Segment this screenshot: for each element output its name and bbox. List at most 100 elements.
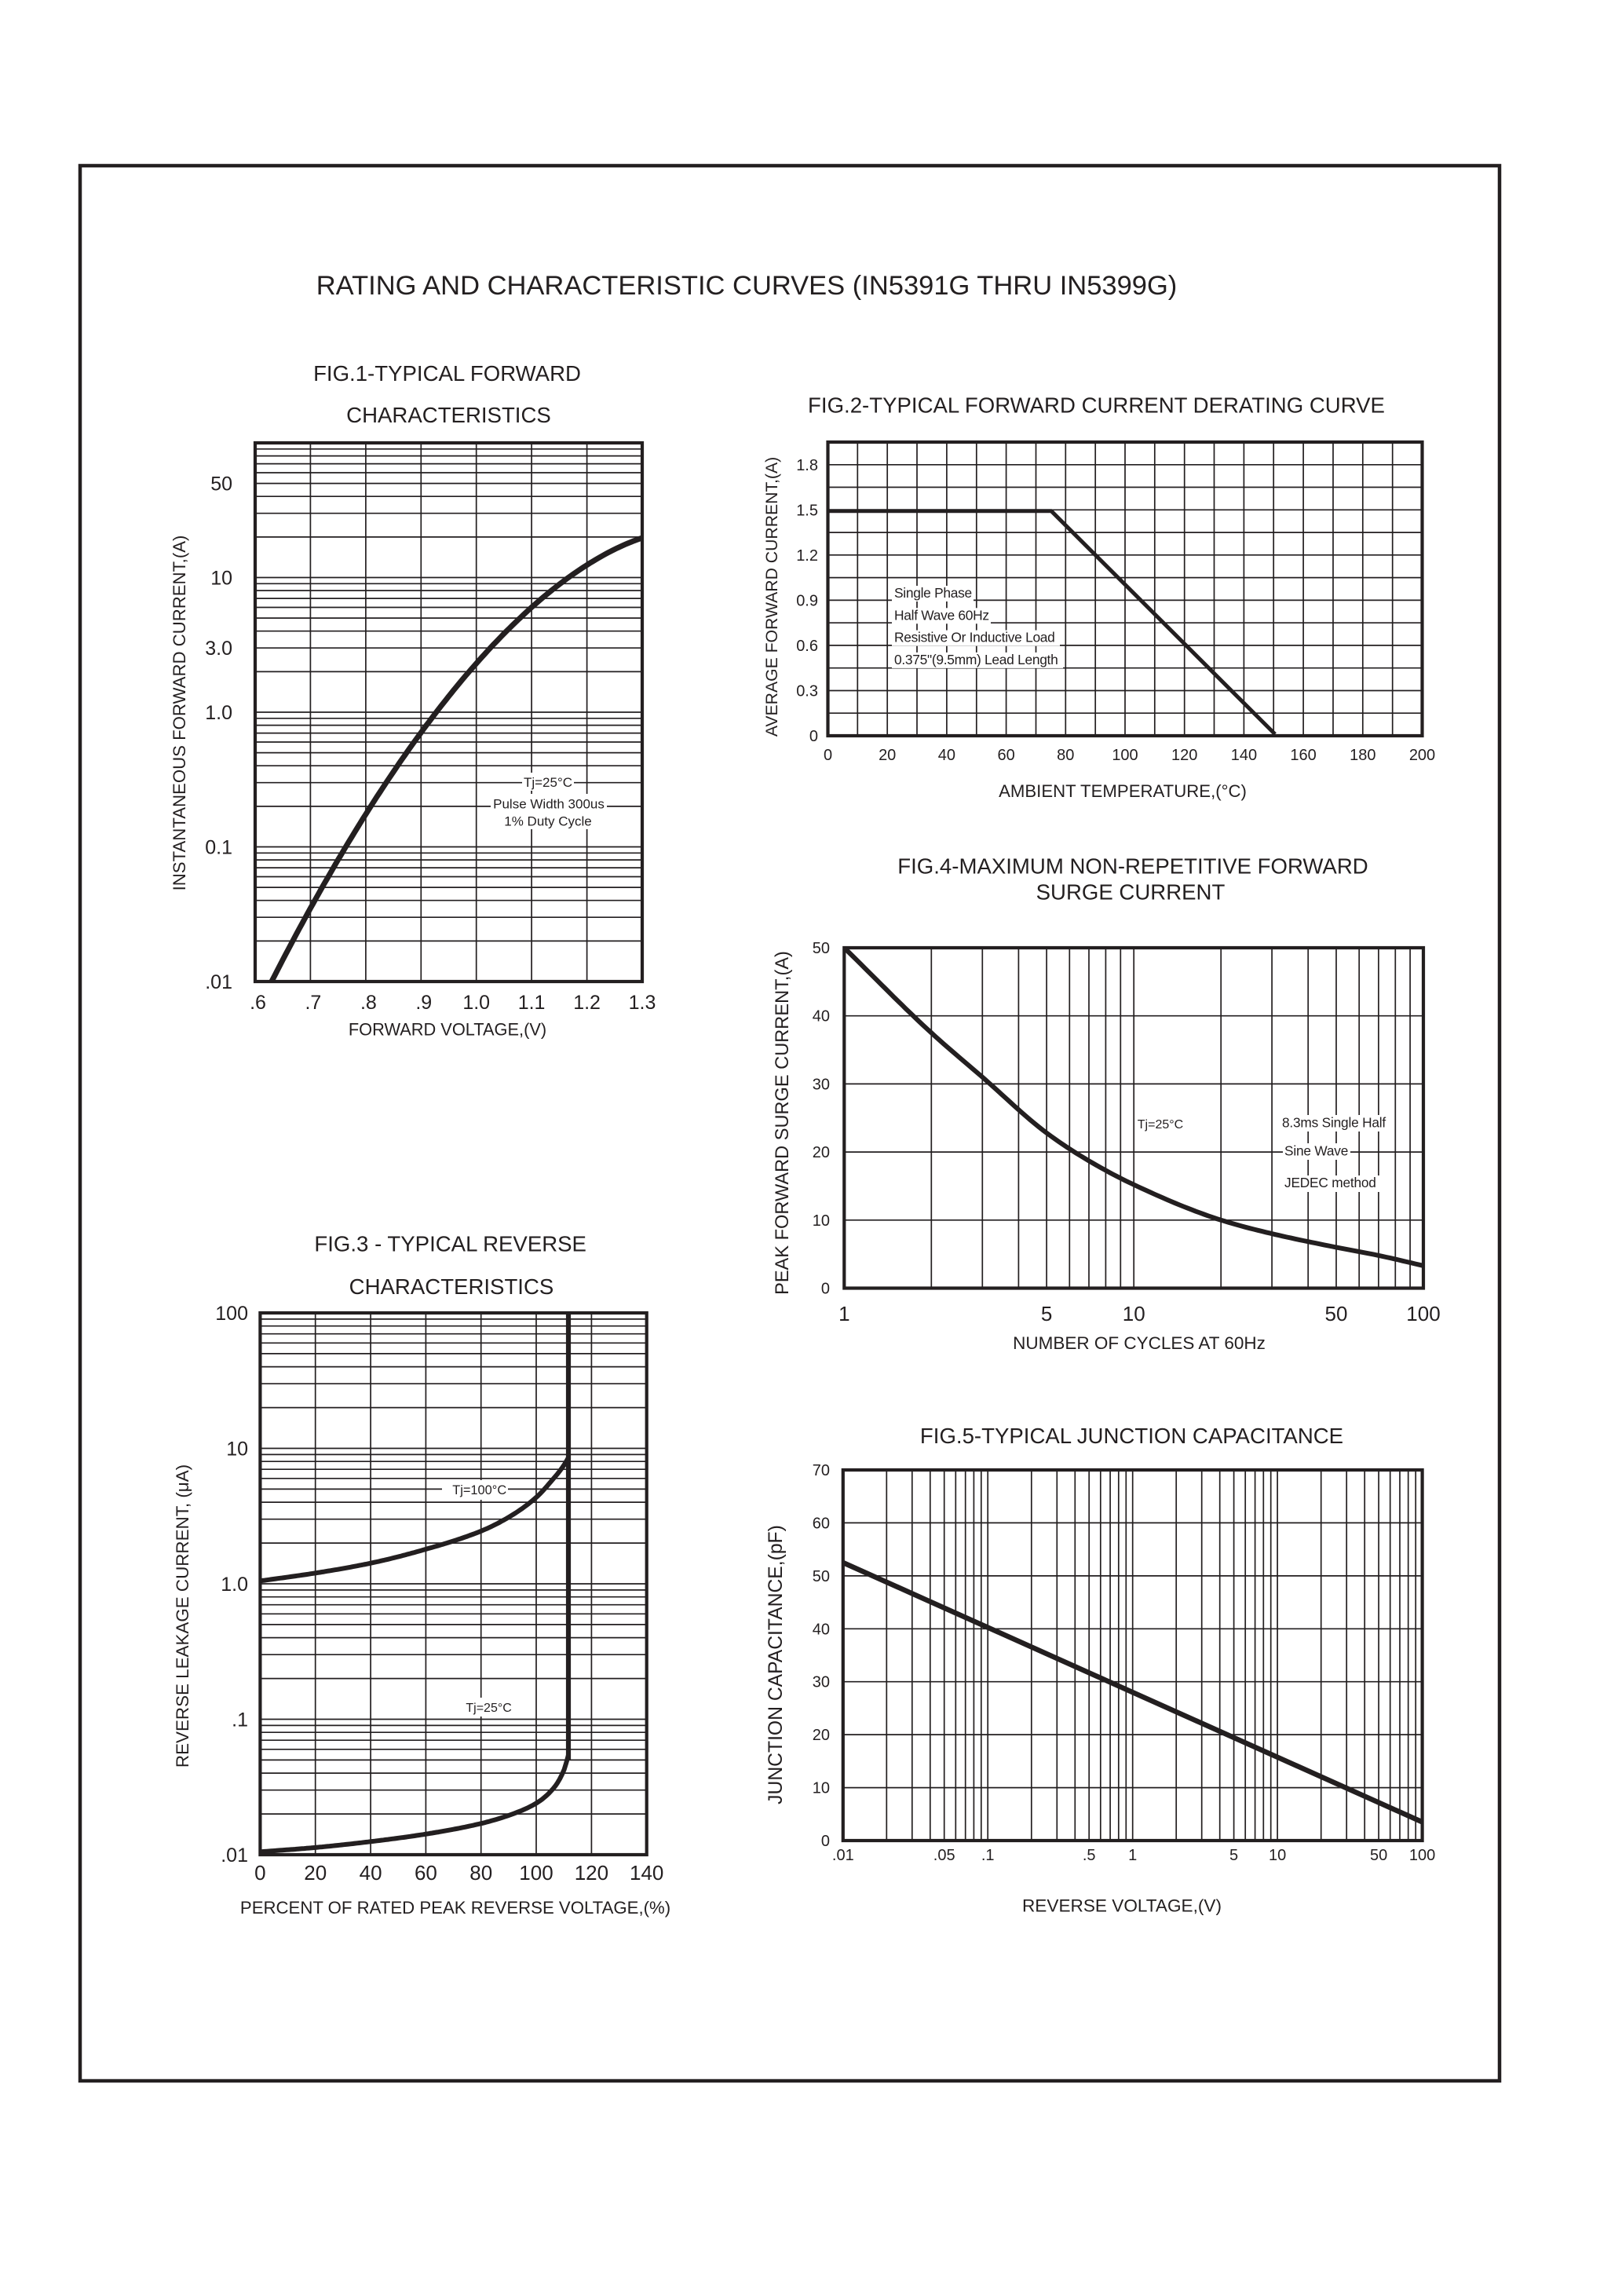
svg-text:.7: .7	[305, 992, 321, 1014]
svg-text:10: 10	[1123, 1302, 1145, 1325]
svg-text:NUMBER OF CYCLES AT 60Hz: NUMBER OF CYCLES AT 60Hz	[1013, 1333, 1266, 1353]
svg-text:3.0: 3.0	[205, 638, 232, 660]
svg-text:50: 50	[813, 940, 830, 957]
svg-text:1.2: 1.2	[796, 547, 818, 565]
svg-text:1: 1	[1128, 1847, 1137, 1864]
svg-text:.5: .5	[1083, 1847, 1096, 1864]
svg-text:5: 5	[1229, 1847, 1238, 1864]
svg-text:10: 10	[813, 1780, 830, 1797]
svg-text:10: 10	[226, 1439, 248, 1461]
svg-text:20: 20	[304, 1861, 327, 1885]
svg-text:1.3: 1.3	[629, 992, 656, 1014]
svg-text:REVERSE LEAKAGE CURRENT, (μA): REVERSE LEAKAGE CURRENT, (μA)	[173, 1464, 192, 1768]
svg-text:50: 50	[1325, 1302, 1348, 1325]
svg-text:20: 20	[813, 1727, 830, 1744]
svg-text:RATING AND CHARACTERISTIC CURV: RATING AND CHARACTERISTIC CURVES (IN5391…	[316, 271, 1178, 301]
svg-text:40: 40	[813, 1008, 830, 1026]
svg-text:.8: .8	[360, 992, 377, 1014]
svg-text:180: 180	[1350, 747, 1375, 764]
svg-text:50: 50	[813, 1568, 830, 1585]
svg-text:60: 60	[997, 747, 1014, 764]
svg-text:CHARACTERISTICS: CHARACTERISTICS	[349, 1274, 554, 1299]
svg-text:8.3ms Single Half: 8.3ms Single Half	[1282, 1115, 1386, 1131]
svg-text:AMBIENT TEMPERATURE,(°C): AMBIENT TEMPERATURE,(°C)	[999, 781, 1247, 801]
svg-text:120: 120	[575, 1861, 608, 1885]
svg-text:Tj=25°C: Tj=25°C	[466, 1702, 511, 1715]
svg-text:FIG.2-TYPICAL FORWARD CURRENT: FIG.2-TYPICAL FORWARD CURRENT DERATING C…	[808, 393, 1385, 418]
svg-text:PEAK FORWARD SURGE CURRENT,(A): PEAK FORWARD SURGE CURRENT,(A)	[773, 951, 793, 1295]
svg-text:1: 1	[838, 1302, 849, 1325]
svg-text:40: 40	[938, 747, 955, 764]
svg-text:20: 20	[879, 747, 896, 764]
svg-text:Tj=100°C: Tj=100°C	[452, 1483, 506, 1497]
svg-text:0: 0	[824, 747, 832, 764]
svg-text:60: 60	[415, 1861, 437, 1885]
svg-text:1.0: 1.0	[205, 702, 232, 724]
svg-text:100: 100	[1406, 1302, 1440, 1325]
svg-text:0.9: 0.9	[796, 592, 818, 609]
svg-text:100: 100	[215, 1303, 248, 1325]
svg-text:160: 160	[1290, 747, 1316, 764]
svg-text:40: 40	[360, 1861, 382, 1885]
svg-text:INSTANTANEOUS FORWARD CURRENT,: INSTANTANEOUS FORWARD CURRENT,(A)	[170, 536, 189, 891]
svg-text:0: 0	[821, 1833, 830, 1850]
svg-text:0: 0	[821, 1281, 830, 1298]
svg-text:200: 200	[1409, 747, 1435, 764]
svg-text:80: 80	[469, 1861, 492, 1885]
svg-text:.01: .01	[832, 1847, 854, 1864]
svg-text:Single Phase: Single Phase	[894, 585, 972, 601]
svg-text:.05: .05	[933, 1847, 955, 1864]
svg-text:50: 50	[210, 473, 232, 495]
svg-text:FIG.4-MAXIMUM NON-REPETITIVE F: FIG.4-MAXIMUM NON-REPETITIVE FORWARD	[897, 854, 1368, 879]
svg-text:120: 120	[1171, 747, 1197, 764]
svg-text:.6: .6	[250, 992, 266, 1014]
svg-text:0.3: 0.3	[796, 683, 818, 700]
svg-text:100: 100	[1112, 747, 1138, 764]
svg-text:Resistive Or Inductive Load: Resistive Or Inductive Load	[894, 630, 1055, 645]
svg-text:Tj=25°C: Tj=25°C	[1138, 1118, 1183, 1132]
svg-text:10: 10	[210, 568, 232, 590]
svg-text:1% Duty Cycle: 1% Duty Cycle	[504, 814, 591, 829]
svg-text:Pulse Width 300us: Pulse Width 300us	[493, 797, 605, 812]
svg-text:0.1: 0.1	[205, 837, 232, 859]
svg-text:1.2: 1.2	[573, 992, 601, 1014]
svg-text:0.6: 0.6	[796, 638, 818, 655]
svg-text:70: 70	[813, 1462, 830, 1479]
svg-text:80: 80	[1057, 747, 1074, 764]
svg-text:FIG.3 - TYPICAL REVERSE: FIG.3 - TYPICAL REVERSE	[314, 1231, 586, 1256]
svg-text:100: 100	[519, 1861, 553, 1885]
svg-text:Half Wave 60Hz: Half Wave 60Hz	[894, 607, 989, 623]
svg-text:CHARACTERISTICS: CHARACTERISTICS	[346, 403, 551, 427]
svg-text:AVERAGE FORWARD CURRENT,(A): AVERAGE FORWARD CURRENT,(A)	[763, 457, 781, 737]
svg-text:PERCENT OF RATED PEAK REVERSE: PERCENT OF RATED PEAK REVERSE VOLTAGE,(%…	[240, 1898, 670, 1918]
svg-text:30: 30	[813, 1674, 830, 1691]
svg-text:100: 100	[1409, 1847, 1435, 1864]
svg-text:10: 10	[1269, 1847, 1286, 1864]
svg-text:1.0: 1.0	[221, 1574, 248, 1596]
svg-text:1.8: 1.8	[796, 457, 818, 474]
svg-text:5: 5	[1041, 1302, 1052, 1325]
svg-text:40: 40	[813, 1621, 830, 1638]
svg-text:140: 140	[630, 1861, 663, 1885]
svg-text:JUNCTION CAPACITANCE,(pF): JUNCTION CAPACITANCE,(pF)	[765, 1525, 787, 1804]
svg-text:0: 0	[254, 1861, 265, 1885]
svg-text:140: 140	[1231, 747, 1257, 764]
svg-text:FIG.5-TYPICAL JUNCTION CAPACIT: FIG.5-TYPICAL JUNCTION CAPACITANCE	[920, 1424, 1343, 1448]
svg-text:.1: .1	[981, 1847, 995, 1864]
svg-text:10: 10	[813, 1212, 830, 1230]
svg-text:FORWARD VOLTAGE,(V): FORWARD VOLTAGE,(V)	[349, 1020, 546, 1040]
svg-text:FIG.1-TYPICAL FORWARD: FIG.1-TYPICAL FORWARD	[313, 361, 581, 386]
svg-text:1.0: 1.0	[462, 992, 490, 1014]
svg-text:SURGE CURRENT: SURGE CURRENT	[1036, 880, 1226, 905]
svg-text:0.375"(9.5mm) Lead Length: 0.375"(9.5mm) Lead Length	[894, 652, 1058, 667]
svg-text:Tj=25°C: Tj=25°C	[524, 775, 572, 790]
svg-text:.01: .01	[221, 1844, 248, 1866]
svg-text:20: 20	[813, 1144, 830, 1161]
svg-text:50: 50	[1370, 1847, 1387, 1864]
svg-text:30: 30	[813, 1076, 830, 1093]
svg-text:1.5: 1.5	[796, 502, 818, 519]
svg-text:JEDEC method: JEDEC method	[1284, 1175, 1376, 1190]
svg-text:.01: .01	[205, 971, 232, 993]
svg-text:REVERSE VOLTAGE,(V): REVERSE VOLTAGE,(V)	[1022, 1896, 1222, 1916]
svg-text:.9: .9	[415, 992, 432, 1014]
